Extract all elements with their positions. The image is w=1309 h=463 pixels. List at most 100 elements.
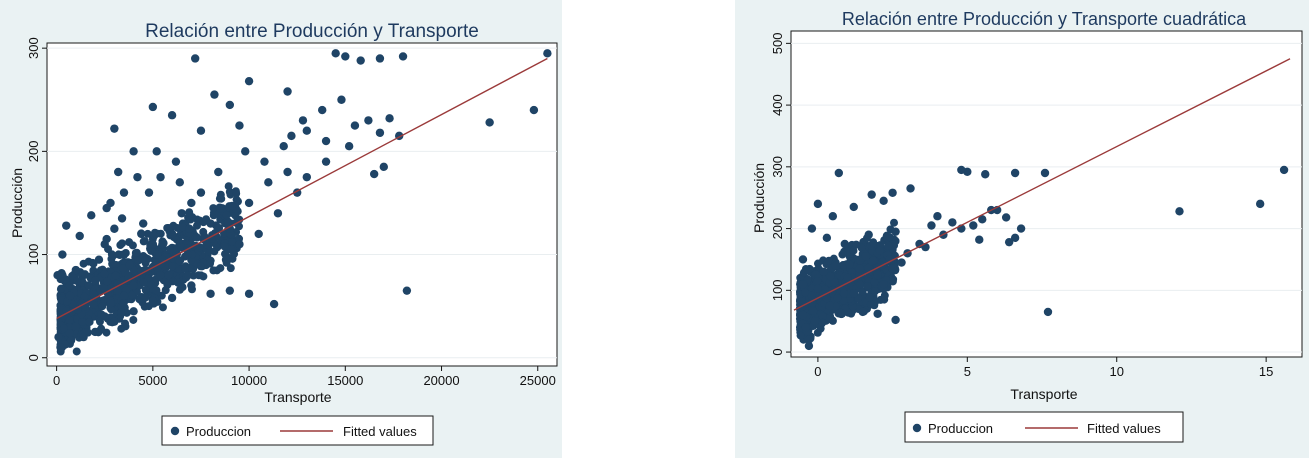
- scatter-point: [103, 277, 112, 286]
- scatter-point: [144, 188, 154, 197]
- legend-label-produccion: Produccion: [186, 424, 251, 439]
- scatter-point: [129, 147, 138, 156]
- scatter-point: [866, 300, 875, 309]
- scatter-point: [94, 255, 104, 264]
- scatter-point: [969, 221, 978, 230]
- scatter-point: [175, 257, 184, 266]
- scatter-point: [337, 95, 346, 104]
- chart-panel-left: Relación entre Producción y Transporte 0…: [0, 0, 562, 458]
- scatter-point: [137, 229, 146, 239]
- chart-title: Relación entre Producción y Transporte: [145, 21, 479, 42]
- scatter-point: [129, 307, 138, 316]
- scatter-point: [156, 229, 165, 238]
- scatter-point: [302, 126, 312, 135]
- scatter-point: [185, 224, 194, 233]
- scatter-point: [90, 276, 100, 285]
- scatter-point: [111, 260, 120, 269]
- scatter-point: [302, 172, 312, 182]
- scatter-point: [798, 255, 808, 264]
- scatter-point: [809, 306, 818, 315]
- scatter-point: [264, 178, 273, 187]
- scatter-point: [873, 270, 882, 280]
- scatter-point: [1010, 168, 1020, 178]
- scatter-point: [375, 128, 385, 137]
- scatter-point: [321, 157, 331, 166]
- y-tick-label: 100: [770, 279, 785, 301]
- scatter-point: [891, 227, 900, 236]
- scatter-point: [54, 332, 63, 342]
- scatter-point: [869, 238, 878, 247]
- scatter-point: [113, 286, 122, 295]
- scatter-point: [134, 256, 143, 265]
- y-tick-label: 200: [26, 141, 41, 163]
- scatter-point: [140, 236, 149, 245]
- scatter-point: [89, 300, 98, 309]
- scatter-point: [148, 240, 158, 249]
- scatter-point: [202, 240, 211, 249]
- scatter-point: [837, 309, 847, 318]
- scatter-point: [164, 270, 173, 280]
- scatter-point: [58, 250, 67, 259]
- y-tick-label: 300: [26, 37, 41, 59]
- scatter-point: [109, 251, 118, 260]
- scatter-point: [119, 188, 129, 197]
- scatter-point: [858, 307, 867, 317]
- scatter-point: [279, 141, 288, 151]
- scatter-point: [80, 292, 89, 301]
- scatter-point: [888, 277, 897, 286]
- scatter-point: [128, 241, 137, 250]
- x-tick-label: 10000: [231, 373, 267, 388]
- y-tick-label: 0: [770, 348, 785, 355]
- scatter-point: [120, 319, 129, 328]
- scatter-point: [177, 209, 186, 218]
- scatter-point: [819, 267, 829, 276]
- scatter-point: [838, 250, 847, 259]
- scatter-point: [1255, 199, 1265, 209]
- scatter-point: [177, 283, 186, 292]
- scatter-point: [143, 229, 152, 238]
- scatter-point: [231, 187, 240, 196]
- scatter-point: [185, 208, 194, 217]
- scatter-point: [62, 221, 71, 230]
- scatter-point: [119, 299, 128, 308]
- scatter-point: [879, 196, 888, 205]
- scatter-point: [80, 270, 89, 279]
- scatter-point: [122, 308, 131, 317]
- scatter-point: [485, 118, 494, 127]
- scatter-point: [244, 76, 254, 86]
- scatter-point: [192, 221, 201, 230]
- scatter-point: [834, 168, 844, 178]
- scatter-point: [813, 284, 822, 293]
- scatter-point: [156, 271, 165, 280]
- fitted-line: [793, 58, 1291, 311]
- scatter-point: [803, 266, 812, 275]
- scatter-point: [824, 256, 833, 265]
- scatter-point: [117, 214, 127, 223]
- scatter-point: [139, 278, 148, 287]
- x-axis-label: Transporte: [264, 389, 331, 405]
- scatter-point: [216, 190, 225, 199]
- scatter-point: [214, 167, 223, 177]
- scatter-point: [543, 49, 552, 58]
- scatter-point: [870, 277, 879, 286]
- scatter-point: [147, 246, 156, 255]
- scatter-point: [107, 305, 116, 314]
- scatter-point: [864, 263, 873, 272]
- scatter-point: [849, 202, 858, 212]
- scatter-point: [59, 324, 68, 333]
- y-tick-label: 500: [770, 32, 785, 54]
- scatter-point: [804, 341, 814, 351]
- scatter-point: [1004, 237, 1014, 247]
- scatter-point: [235, 121, 244, 130]
- scatter-point: [831, 261, 841, 270]
- scatter-point: [870, 287, 879, 296]
- scatter-point: [196, 126, 206, 135]
- y-tick-label: 400: [770, 94, 785, 116]
- scatter-point: [209, 266, 218, 275]
- scatter-point: [897, 258, 906, 267]
- scatter-point: [133, 172, 142, 182]
- scatter-point: [165, 245, 174, 254]
- scatter-point: [102, 203, 111, 213]
- scatter-point: [798, 279, 808, 289]
- y-axis-label: Producción: [9, 168, 25, 238]
